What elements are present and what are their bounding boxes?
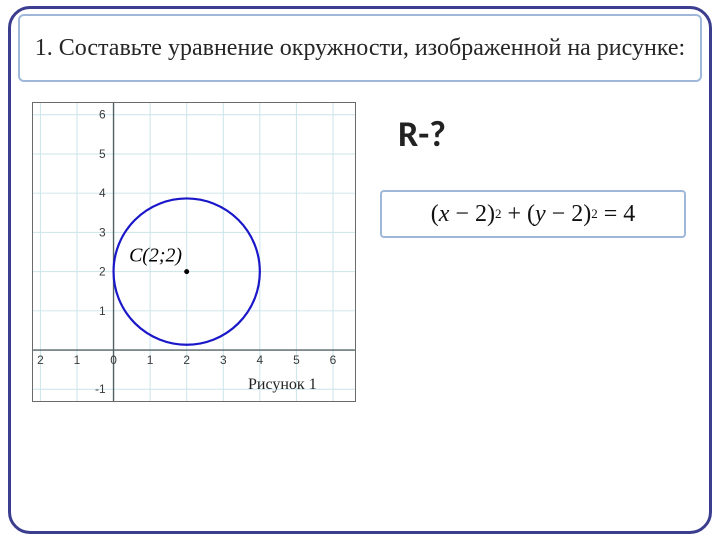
svg-text:5: 5 (99, 147, 106, 161)
coordinate-chart: 2 1 0 1 2 3 4 5 6 -1 1 2 3 4 5 6 C(2;2) (33, 103, 355, 401)
chart-frame: 2 1 0 1 2 3 4 5 6 -1 1 2 3 4 5 6 C(2;2) (32, 102, 356, 402)
svg-text:6: 6 (330, 353, 337, 367)
svg-text:3: 3 (220, 353, 227, 367)
svg-text:1: 1 (99, 304, 106, 318)
circle-equation: (x − 2)2 + (y − 2)2 = 4 (380, 190, 686, 238)
svg-text:C(2;2): C(2;2) (129, 245, 182, 267)
svg-text:1: 1 (74, 353, 81, 367)
title-box: 1. Составьте уравнение окружности, изобр… (18, 14, 702, 82)
svg-text:1: 1 (147, 353, 154, 367)
svg-text:5: 5 (293, 353, 300, 367)
svg-text:2: 2 (99, 265, 106, 279)
title-text: 1. Составьте уравнение окружности, изобр… (35, 33, 685, 63)
svg-text:4: 4 (99, 186, 106, 200)
svg-text:2: 2 (183, 353, 190, 367)
svg-text:-1: -1 (95, 382, 106, 396)
svg-text:3: 3 (99, 225, 106, 239)
svg-text:0: 0 (110, 353, 117, 367)
svg-text:6: 6 (99, 108, 106, 122)
figure-caption: Рисунок 1 (248, 376, 317, 394)
svg-text:2: 2 (37, 353, 44, 367)
r-question: R-? (398, 112, 446, 156)
svg-text:4: 4 (257, 353, 264, 367)
